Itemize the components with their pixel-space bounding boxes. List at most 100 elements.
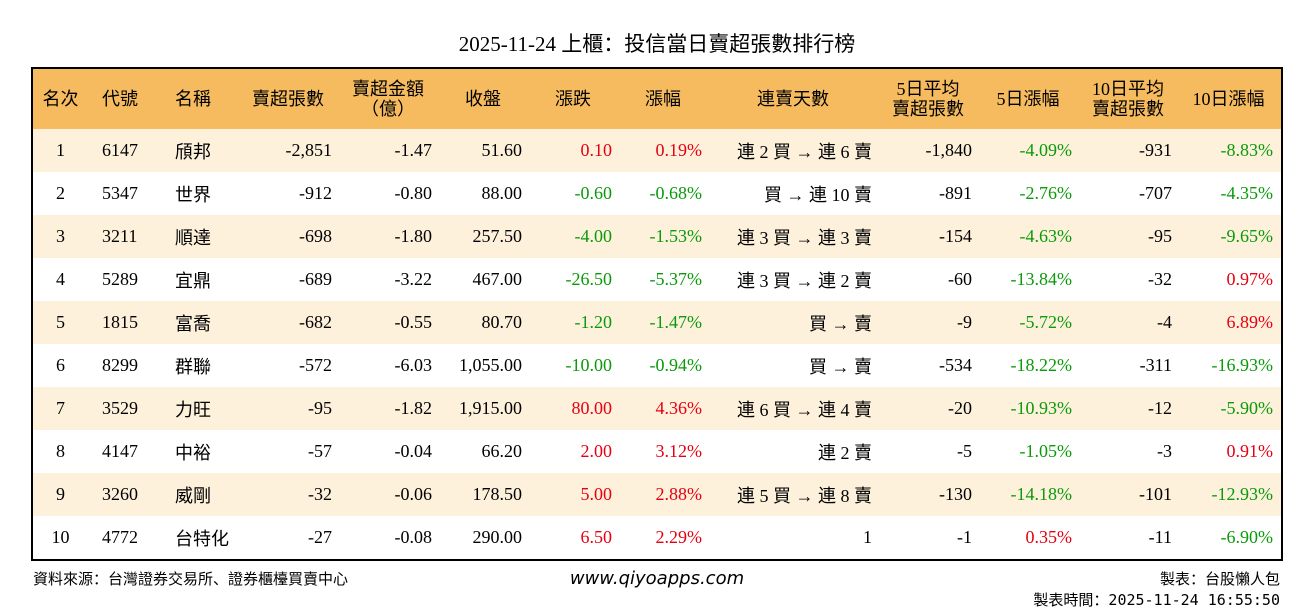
table-cell: -2,851 [240, 129, 340, 172]
table-cell: -1.53% [620, 215, 710, 258]
table-cell: -13.84% [1010, 269, 1073, 289]
table-cell: 1,055.00 [459, 355, 522, 375]
table-cell: 66.20 [481, 441, 523, 461]
source: 資料來源：台灣證券交易所、證券櫃檯買賣中心 [33, 570, 349, 588]
table-cell: 宜鼎 [175, 270, 211, 291]
column-header: 名次 [32, 68, 92, 129]
table-cell: -10.93% [980, 387, 1080, 430]
made-time: 製表時間：2025-11-24 16:55:50 [1033, 591, 1280, 609]
table-cell: 6 [56, 355, 65, 375]
table-cell: -130 [880, 473, 980, 516]
column-header: 5日平均 賣超張數 [880, 68, 980, 129]
table-cell: 頎邦 [165, 129, 240, 172]
table-cell: -95 [240, 387, 340, 430]
table-cell: 5 [32, 301, 92, 344]
table-row: 1 6147 頎邦 -2,851 -1.47 51.60 0.10 0.19% 連 2 買 → … [32, 129, 1282, 172]
column-header: 連賣天數 [710, 68, 880, 129]
table-cell: -9 [880, 301, 980, 344]
table-cell: 中裕 [175, 442, 211, 463]
table-cell: 8299 [102, 355, 138, 375]
table-cell: -6.90% [1220, 527, 1274, 547]
table-row: 5 1815 富喬 -682 -0.55 80.70 -1.20 -1.47% 買 → 賣 -9-… [32, 301, 1282, 344]
column-header: 收盤 [440, 68, 530, 129]
maker: 製表：台股懶人包 [1159, 570, 1280, 588]
table-row: 10 4772 台特化 -27 -0.08 290.00 6.50 2.29% 1 -1 0.35%… [32, 516, 1282, 560]
table-cell: -1.82 [340, 387, 440, 430]
table-cell: 257.50 [440, 215, 530, 258]
table-cell: -4.63% [980, 215, 1080, 258]
table-cell: 連 3 買 → 連 2 賣 [737, 270, 872, 291]
table-cell: 群聯 [175, 356, 211, 377]
table-cell: 連 3 買 → 連 3 賣 [710, 215, 880, 258]
table-body: 1 6147 頎邦 -2,851 -1.47 51.60 0.10 0.19% 連 2 買 → … [32, 129, 1282, 560]
table-cell: 4 [56, 269, 65, 289]
column-header: 賣超金額 （億） [340, 68, 440, 129]
table-cell: 3260 [92, 473, 165, 516]
column-header: 10日平均 賣超張數 [1080, 68, 1180, 129]
table-cell: -57 [308, 441, 332, 461]
table-cell: 5289 [102, 269, 138, 289]
table-cell: -1.47 [340, 129, 440, 172]
table-cell: -0.55 [340, 301, 440, 344]
table-cell: -27 [308, 527, 332, 547]
title: 2025-11-24 上櫃：投信當日賣超張數排行榜 [458, 32, 856, 56]
table-cell: -2.76% [1019, 183, 1073, 203]
table-cell: -0.08 [394, 527, 433, 547]
table-cell: 80.00 [530, 387, 620, 430]
table-cell: 0.10 [530, 129, 620, 172]
table-cell: 2.00 [580, 441, 613, 461]
table-cell: 6147 [92, 129, 165, 172]
table-cell: -3.22 [394, 269, 433, 289]
table-cell: -60 [948, 269, 972, 289]
table-cell: -18.22% [1010, 355, 1073, 375]
table-cell: 3 [32, 215, 92, 258]
table-row: 6 8299 群聯 -572 -6.03 1,055.00 -10.00 -0.94% 買 → … [32, 344, 1282, 387]
table-cell: 威剛 [165, 473, 240, 516]
ranking-table: 名次 代號 名稱 賣超張數 賣超金額 （億） 收盤 漲跌 漲幅 連賣天數 5日平均 賣超張數 5日漲… [31, 67, 1283, 561]
table-cell: -12 [1080, 387, 1180, 430]
table-cell: 2.29% [655, 527, 703, 547]
table-cell: 0.19% [620, 129, 710, 172]
table-cell: 6.89% [1180, 301, 1282, 344]
table-cell: 4147 [102, 441, 138, 461]
table-cell: 1 [863, 527, 872, 547]
header-row: 名次 代號 名稱 賣超張數 賣超金額 （億） 收盤 漲跌 漲幅 連賣天數 5日平均 賣超張數 5日漲… [32, 68, 1282, 129]
table-cell: -311 [1139, 355, 1172, 375]
table-cell: -14.18% [980, 473, 1080, 516]
table-cell: -534 [939, 355, 972, 375]
table-cell: -5.37% [649, 269, 703, 289]
table-cell: -698 [240, 215, 340, 258]
table-cell: -101 [1080, 473, 1180, 516]
table-cell: -0.94% [649, 355, 703, 375]
table-cell: -4.09% [980, 129, 1080, 172]
table-cell: 5347 [102, 183, 138, 203]
table-cell: 51.60 [440, 129, 530, 172]
table-cell: 2.88% [620, 473, 710, 516]
table-cell: -682 [240, 301, 340, 344]
table-cell: 178.50 [440, 473, 530, 516]
table-row: 9 3260 威剛 -32 -0.06 178.50 5.00 2.88% 連 5 買 → 連 … [32, 473, 1282, 516]
website: www.qiyoapps.com [569, 568, 745, 589]
table-cell: 9 [32, 473, 92, 516]
table-cell: 1,915.00 [440, 387, 530, 430]
table-cell: -11 [1148, 527, 1172, 547]
table-cell: 290.00 [472, 527, 523, 547]
column-header: 名稱 [165, 68, 240, 129]
table-cell: -32 [240, 473, 340, 516]
table-cell: -5.72% [980, 301, 1080, 344]
table-cell: -4.00 [530, 215, 620, 258]
table-cell: -32 [1148, 269, 1172, 289]
table-cell: -12.93% [1180, 473, 1282, 516]
table-cell: -3 [1157, 441, 1172, 461]
column-header: 賣超張數 [240, 68, 340, 129]
table-cell: -0.68% [649, 183, 703, 203]
table-cell: -26.50 [565, 269, 613, 289]
table-cell: 富喬 [165, 301, 240, 344]
table-cell: -6.03 [394, 355, 433, 375]
column-header: 5日漲幅 [980, 68, 1080, 129]
table-cell: -0.80 [394, 183, 433, 203]
table-cell: 10 [51, 527, 70, 547]
table-cell: -9.65% [1180, 215, 1282, 258]
table-cell: 0.97% [1226, 269, 1274, 289]
